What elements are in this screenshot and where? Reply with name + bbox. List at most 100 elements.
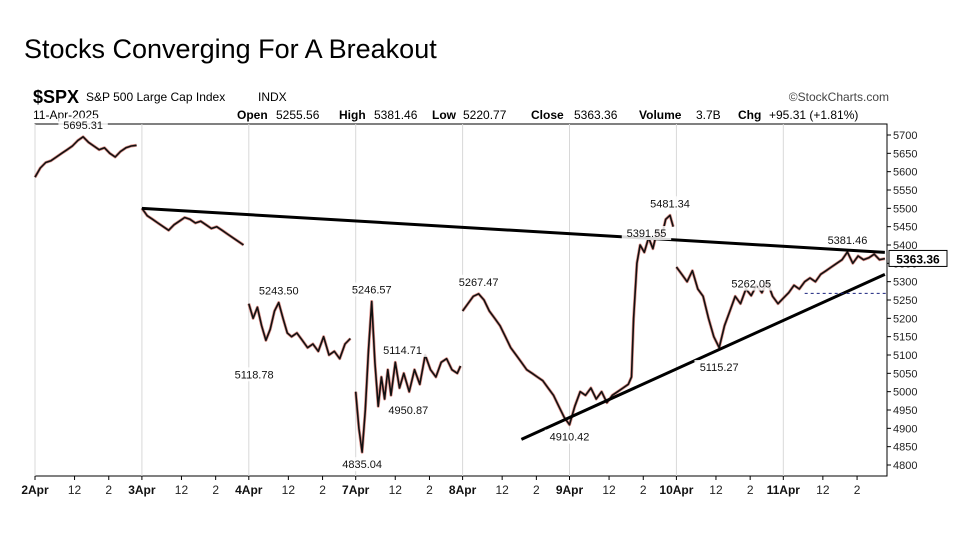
y-tick-label: 5250 (893, 295, 917, 307)
grid-lines (34, 124, 784, 476)
y-tick-label: 5300 (893, 277, 917, 289)
high-label: High (339, 108, 366, 122)
x-tick-label: 4Apr (235, 483, 263, 497)
last-price-box (888, 249, 948, 267)
chg-label: Chg (738, 108, 761, 122)
x-tick-label: 12 (816, 483, 830, 497)
data-label: 5391.55 (627, 228, 667, 240)
y-tick-label: 5200 (893, 313, 917, 325)
x-tick-label: 11Apr (767, 483, 801, 497)
last-price-label: 5363.36 (896, 252, 940, 266)
price-segment (141, 207, 244, 246)
y-axis: 5700565056005550550054505400535053005250… (887, 130, 917, 472)
x-tick-label: 10Apr (659, 483, 693, 497)
low-value: 5220.77 (463, 108, 507, 122)
x-tick-label: 2Apr (21, 483, 49, 497)
data-labels: 5695.31 5243.50 5118.78 5246.57 5114.71 4950.… (58, 117, 873, 472)
price-segment (34, 136, 137, 178)
price-segment (354, 300, 462, 453)
data-label-bg (347, 282, 397, 297)
open-label: Open (237, 108, 268, 122)
x-tick-label: 2 (747, 483, 754, 497)
trendlines (141, 206, 886, 441)
data-label-bg (381, 342, 431, 357)
low-label: Low (432, 108, 457, 122)
y-tick-label: 4850 (893, 442, 917, 454)
x-tick-label: 2 (854, 483, 861, 497)
last-price-marker: 5363.36 (804, 249, 948, 294)
y-tick-label: 5450 (893, 222, 917, 234)
y-tick-label: 4800 (893, 460, 917, 472)
x-tick-label: 2 (319, 483, 326, 497)
data-label-bg (726, 276, 776, 291)
price-series (33, 135, 886, 454)
x-tick-label: 12 (709, 483, 723, 497)
trendline (520, 272, 886, 441)
chart-index-name: S&P 500 Large Cap Index (86, 90, 225, 104)
slide-title: Stocks Converging For A Breakout (24, 34, 437, 64)
data-label: 4835.04 (342, 459, 382, 471)
data-label: 5695.31 (63, 120, 103, 132)
high-value: 5381.46 (374, 108, 418, 122)
data-label-bg (544, 429, 595, 444)
data-label-bg (621, 226, 672, 240)
chg-value: +95.31 (+1.81%) (769, 108, 858, 122)
data-label: 5118.78 (235, 369, 274, 381)
price-segment (248, 301, 351, 360)
data-label: 4910.42 (550, 432, 590, 444)
chart-exchange: INDX (258, 90, 287, 104)
chart-symbol: $SPX (33, 87, 79, 107)
data-label-bg (58, 117, 108, 132)
x-tick-label: 2 (212, 483, 219, 497)
x-tick-label: 9Apr (556, 483, 584, 497)
y-tick-label: 5000 (893, 387, 917, 399)
x-tick-label: 2 (426, 483, 433, 497)
data-label: 5481.34 (650, 198, 690, 210)
trendline (141, 206, 885, 254)
volume-label: Volume (639, 108, 682, 122)
data-label: 5115.27 (700, 362, 739, 374)
data-label: 5267.47 (459, 277, 499, 289)
x-tick-label: 12 (175, 483, 189, 497)
x-axis: 2Apr 12 2 3Apr 12 2 4Apr 12 2 7Apr 12 2 8Apr 12 2 9Apr 1… (21, 476, 861, 497)
data-label-bg (229, 367, 279, 382)
y-tick-label: 5150 (893, 332, 917, 344)
data-label-bg (822, 232, 873, 247)
data-label-bg (254, 283, 304, 298)
x-tick-label: 7Apr (342, 483, 370, 497)
data-label-bg (645, 196, 695, 211)
data-label-bg (694, 360, 744, 374)
chart-source: ©StockCharts.com (789, 90, 889, 104)
y-tick-label: 5500 (893, 203, 917, 215)
close-value: 5363.36 (574, 108, 618, 122)
data-label-bg (386, 403, 436, 417)
data-label-bg (453, 274, 504, 289)
x-tick-label: 2 (105, 483, 112, 497)
data-label: 5246.57 (352, 284, 392, 296)
y-tick-label: 5550 (893, 185, 917, 197)
x-tick-label: 12 (389, 483, 403, 497)
y-tick-label: 5050 (893, 368, 917, 380)
y-tick-label: 5100 (893, 350, 917, 362)
y-tick-label: 5650 (893, 148, 917, 160)
x-tick-label: 12 (602, 483, 616, 497)
data-label: 4950.87 (388, 405, 428, 417)
price-segment (675, 251, 886, 349)
data-label: 5381.46 (828, 235, 868, 247)
data-label: 5243.50 (259, 286, 299, 298)
y-tick-label: 4900 (893, 423, 917, 435)
close-label: Close (531, 108, 564, 122)
open-value: 5255.56 (276, 108, 320, 122)
x-tick-label: 12 (495, 483, 509, 497)
data-label-bg (337, 457, 387, 472)
data-label: 5114.71 (383, 345, 422, 357)
y-tick-label: 4950 (893, 405, 917, 417)
x-tick-label: 2 (640, 483, 647, 497)
x-tick-label: 12 (282, 483, 296, 497)
volume-value: 3.7B (696, 108, 721, 122)
x-tick-label: 3Apr (128, 483, 156, 497)
y-tick-label: 5600 (893, 167, 917, 179)
y-tick-label: 5400 (893, 240, 917, 252)
x-tick-label: 2 (533, 483, 540, 497)
